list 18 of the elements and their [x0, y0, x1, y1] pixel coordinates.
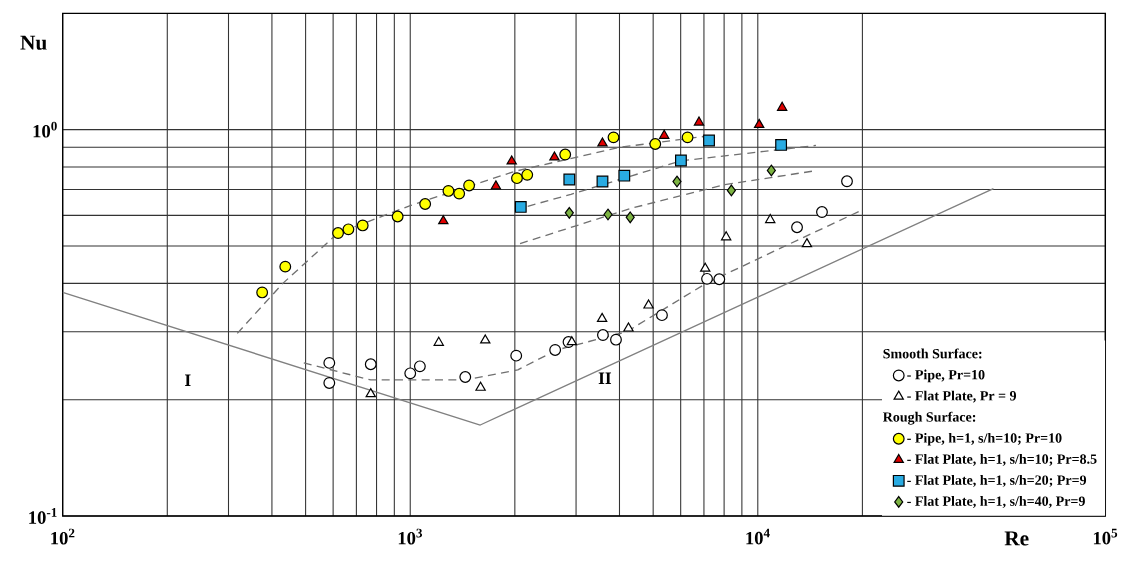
x-tick-label: 10$^{4}$ [746, 528, 770, 545]
y-axis-title: Nu [20, 35, 47, 50]
y-tick-label: 10$^{0}$ [33, 121, 57, 138]
x-tick-label: 10$^{5}$ [1093, 528, 1118, 545]
x-tick-label: 10$^{2}$ [51, 528, 75, 545]
legend-label: - Pipe, h=1, s/h=10; Pr=10 [907, 432, 1062, 446]
annotation: II [598, 372, 612, 384]
legend-label: - Flat Plate, h=1, s/h=20; Pr=9 [907, 474, 1087, 487]
x-axis-title: Re [1004, 531, 1029, 546]
legend-label: - Flat Plate, h=1, s/h=10; Pr=8.5 [907, 453, 1097, 466]
y-tick-label: 10$^{-1}$ [29, 508, 57, 524]
annotation: Smooth Surface: [883, 348, 982, 359]
annotation: Rough Surface: [882, 411, 976, 425]
legend-label: - Flat Plate, Pr = 9 [907, 390, 1017, 403]
legend-label: - Pipe, Pr=10 [907, 369, 985, 383]
x-tick-label: 10$^{3}$ [398, 528, 423, 545]
annotation: I [185, 374, 191, 386]
legend-label: - Flat Plate, h=1, s/h=40, Pr=9 [907, 496, 1085, 508]
